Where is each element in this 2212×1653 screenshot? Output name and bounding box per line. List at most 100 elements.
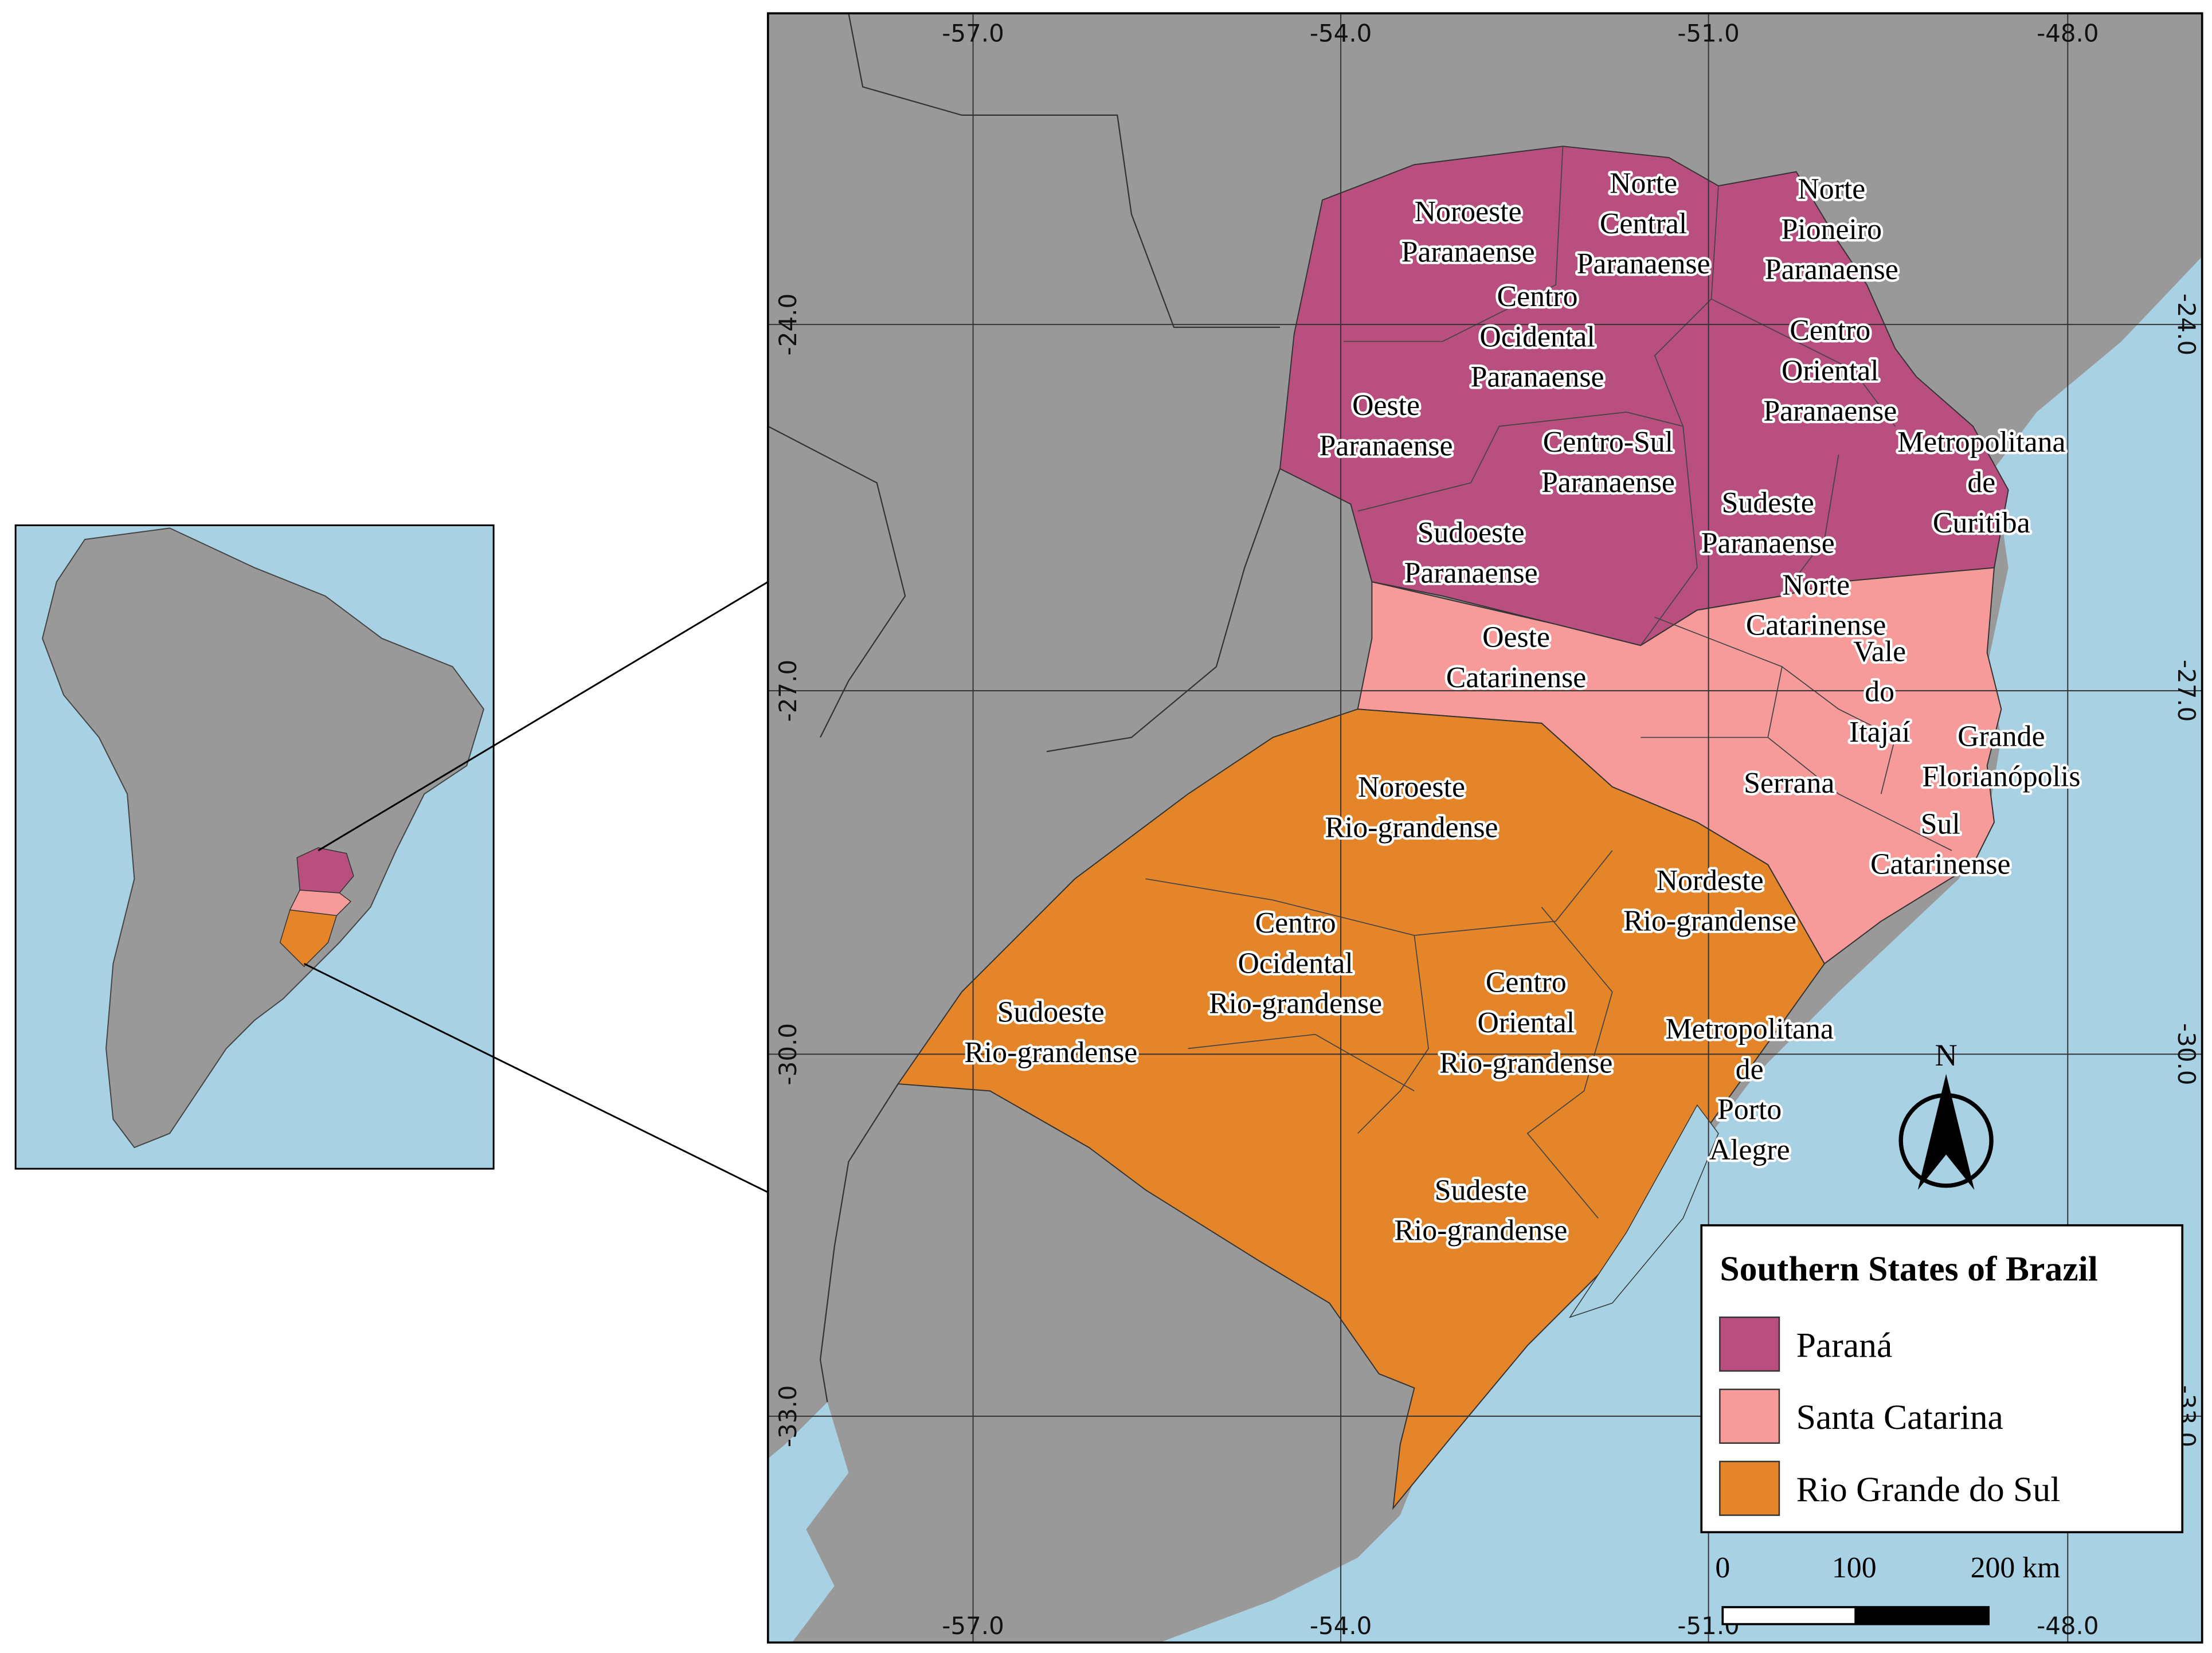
region-label-line: Itajaí <box>1849 716 1910 749</box>
inset-rio-grande <box>279 909 338 967</box>
region-label: Centro-Sul Paranaense <box>1541 426 1675 499</box>
region-label-line: Curitiba <box>1933 507 2030 539</box>
legend-swatch <box>1719 1460 1780 1516</box>
legend-label: Paraná <box>1796 1326 1893 1365</box>
region-label-line: Ocidental <box>1238 947 1353 980</box>
region-label-line: Metropolitana <box>1897 426 2065 459</box>
latitude-label: -27.0 <box>2172 660 2201 722</box>
region-label-line: Sudeste <box>1435 1174 1527 1207</box>
region-label-line: Rio-grandense <box>1325 812 1498 844</box>
inset-parana <box>296 847 354 894</box>
region-label-line: Sudoeste <box>1418 516 1525 549</box>
river-estuary <box>768 1402 849 1643</box>
latitude-label: -33.0 <box>774 1385 802 1448</box>
north-label: N <box>1935 1038 1957 1072</box>
region-label: Sudoeste Paranaense <box>1404 516 1538 589</box>
region-label: Oeste Paranaense <box>1320 389 1453 462</box>
scale-bar: 0 100 200 km <box>1715 1552 2061 1625</box>
region-label: Vale do Itajaí <box>1849 635 1910 749</box>
region-label-line: Florianópolis <box>1922 761 2080 793</box>
latitude-label: -30.0 <box>2172 1023 2201 1086</box>
region-label: Norte Central Paranaense <box>1577 167 1710 281</box>
region-label-line: Sul <box>1921 808 1960 840</box>
region-label: Norte Pioneiro Paranaense <box>1765 173 1898 286</box>
longitude-label: -51.0 <box>1677 19 1740 48</box>
region-label-line: Paranaense <box>1763 395 1897 428</box>
region-label-line: Sudeste <box>1722 487 1814 519</box>
region-label-line: Paranaense <box>1404 557 1538 589</box>
region-label-line: Paranaense <box>1320 429 1453 462</box>
region-label-line: Oeste <box>1352 389 1420 422</box>
borders <box>768 13 1281 1403</box>
region-label-line: Rio-grandense <box>1623 904 1796 937</box>
region-label-line: Noroeste <box>1358 771 1465 804</box>
longitude-label: -48.0 <box>2037 19 2099 48</box>
scale-label: 200 km <box>1971 1552 2061 1584</box>
legend-swatch <box>1719 1316 1780 1372</box>
region-label: Centro Oriental Rio-grandense <box>1439 966 1612 1080</box>
longitude-label: -48.0 <box>2037 1612 2099 1640</box>
region-label-line: Oriental <box>1477 1006 1575 1039</box>
longitude-label: -54.0 <box>1310 1612 1372 1640</box>
region-label-line: do <box>1865 676 1894 708</box>
region-label-line: Centro <box>1486 966 1567 999</box>
region-label-line: Norte <box>1782 569 1850 601</box>
region-label-line: Noroeste <box>1415 195 1522 228</box>
latitude-label: -24.0 <box>2172 293 2201 356</box>
region-label: Centro Oriental Paranaense <box>1763 314 1897 428</box>
region-label-line: Oriental <box>1782 355 1879 387</box>
region-label: Noroeste Rio-grandense <box>1325 771 1498 844</box>
latitude-label: -27.0 <box>774 660 802 722</box>
legend: Southern States of Brazil Paraná Santa Ca… <box>1700 1224 2184 1534</box>
latitude-label: -24.0 <box>774 293 802 356</box>
map-frame <box>766 12 2203 1644</box>
legend-box <box>1700 1224 2184 1534</box>
region-label-line: Metropolitana <box>1665 1013 1833 1045</box>
legend-label: Santa Catarina <box>1796 1398 2003 1437</box>
region-label-line: Rio-grandense <box>1439 1047 1612 1079</box>
region-label-line: Rio-grandense <box>964 1036 1137 1069</box>
region-label: Grande Florianópolis <box>1922 720 2080 793</box>
region-label: Sudeste Rio-grandense <box>1394 1174 1567 1247</box>
region-label-line: Centro-Sul <box>1543 426 1673 459</box>
region-label-line: Norte <box>1610 167 1677 200</box>
latitude-label: -30.0 <box>774 1023 802 1086</box>
legend-swatch <box>1719 1388 1780 1444</box>
longitude-label: -57.0 <box>942 19 1004 48</box>
region-label-line: Vale <box>1853 635 1906 668</box>
region-label: Norte Catarinense <box>1746 569 1886 641</box>
region-label-line: Paranaense <box>1701 527 1835 560</box>
region-label-line: Catarinense <box>1746 609 1886 642</box>
region-label: Noroeste Paranaense <box>1401 195 1535 268</box>
legend-label: Rio Grande do Sul <box>1796 1470 2061 1509</box>
region-label-line: Nordeste <box>1657 864 1764 897</box>
region-label-line: Paranaense <box>1577 248 1710 280</box>
inset-map <box>14 524 495 1170</box>
region-label: Centro Ocidental Rio-grandense <box>1209 907 1382 1020</box>
region-label: Oeste Catarinense <box>1446 621 1587 694</box>
region-label: Centro Ocidental Paranaense <box>1471 280 1604 394</box>
region-label-line: Centro <box>1790 314 1870 347</box>
region-label-line: Ocidental <box>1479 320 1595 353</box>
region-label: Sul Catarinense <box>1870 808 2011 880</box>
region-label-line: de <box>1967 466 1995 499</box>
longitude-label: -54.0 <box>1310 19 1372 48</box>
region-label-line: Centro <box>1255 907 1336 939</box>
region-label-line: Paranaense <box>1471 361 1604 394</box>
region-label-line: Serrana <box>1744 767 1834 800</box>
region-label: Serrana <box>1744 767 1834 800</box>
region-label-line: Sudoeste <box>997 996 1105 1028</box>
region-label-line: Rio-grandense <box>1394 1215 1567 1247</box>
region-label-line: Oeste <box>1482 621 1550 654</box>
region-label-line: de <box>1736 1053 1764 1086</box>
region-label-line: Grande <box>1957 720 2045 753</box>
graticule-labels: -57.0 -54.0 -51.0 -48.0-57.0 -54.0 -51.0 -48.0… <box>774 19 2201 1640</box>
graticule <box>768 13 2202 1643</box>
longitude-label: -57.0 <box>942 1612 1004 1640</box>
region-label: Nordeste Rio-grandense <box>1623 864 1796 937</box>
region-label-line: Pioneiro <box>1782 213 1882 246</box>
region-labels: Noroeste Paranaense Norte Central Paranaense… <box>962 164 2083 1249</box>
region-label-line: Norte <box>1798 173 1865 205</box>
region-label-line: Centro <box>1497 280 1578 313</box>
